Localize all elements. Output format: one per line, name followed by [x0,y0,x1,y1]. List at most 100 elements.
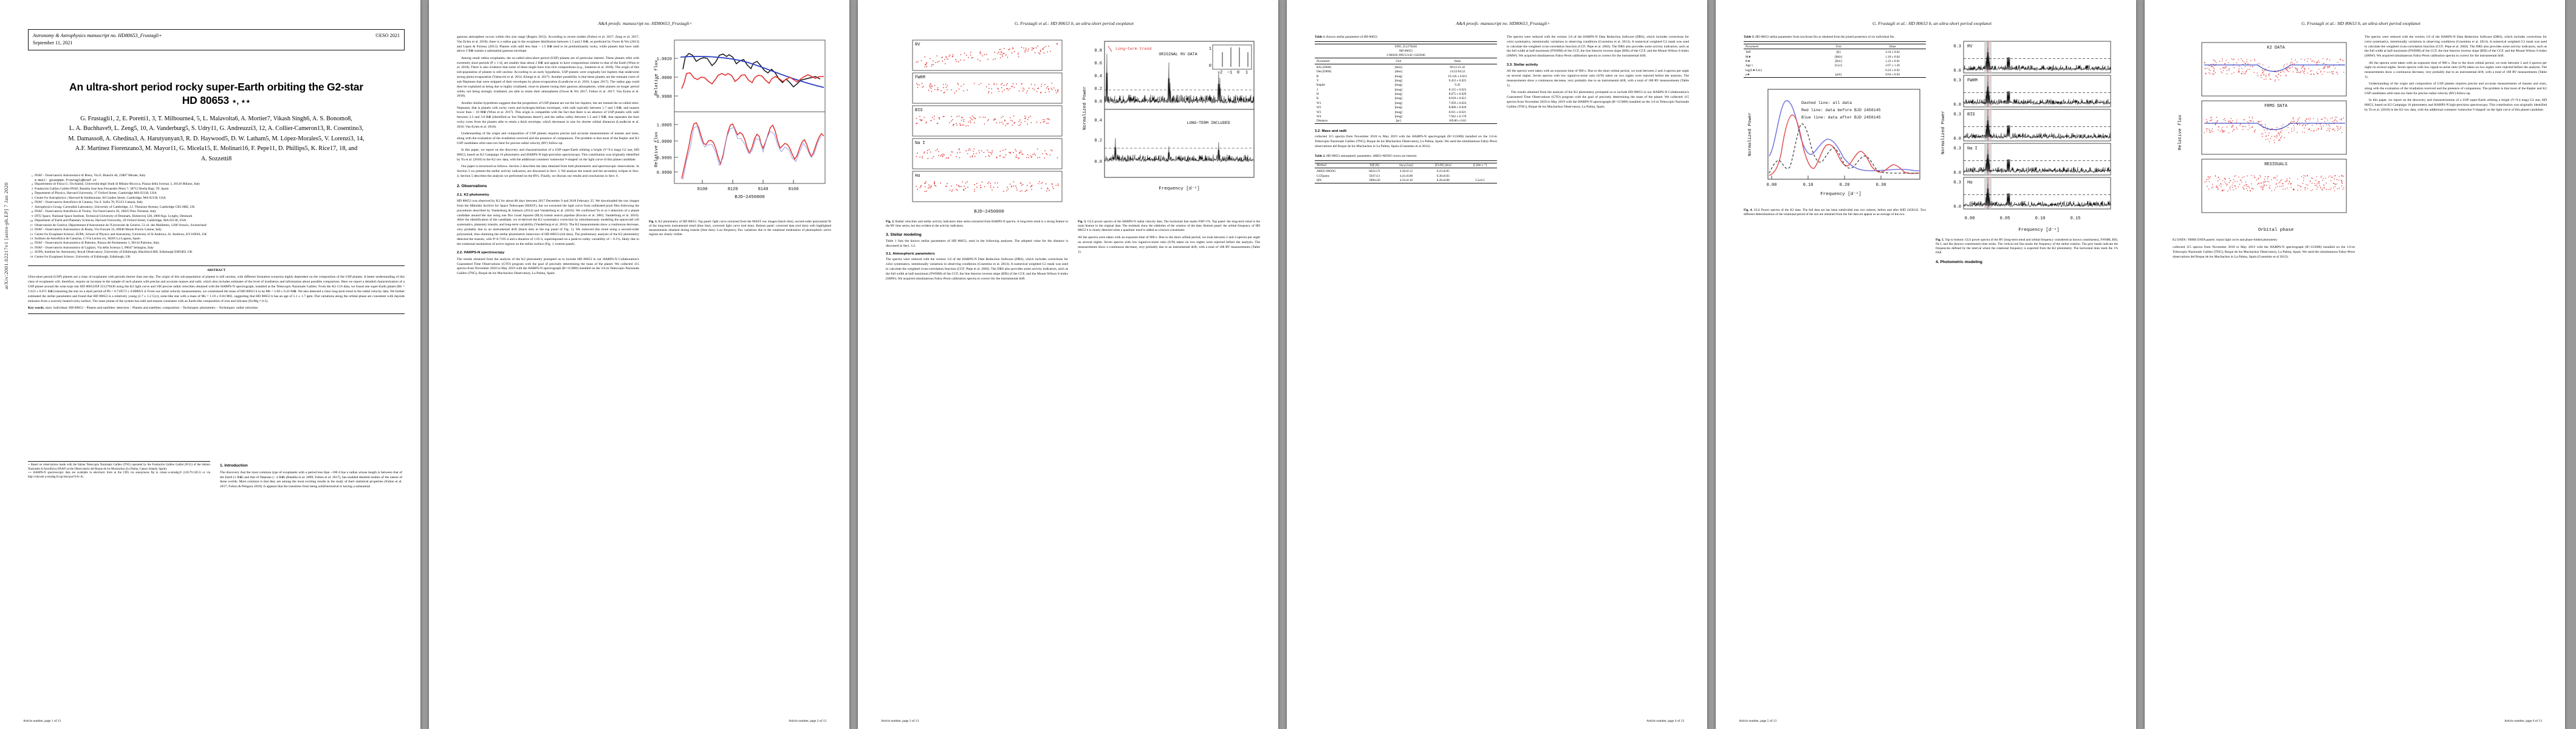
data-point [1002,157,1004,158]
pdf-page-6[interactable]: G. Frustagli et al.: HD 80653 b, an ultr… [2145,0,2565,729]
data-point [919,115,920,117]
data-point [960,60,961,61]
affiliation-text: INAF - Osservatorio Astrofisico di Catan… [35,200,143,205]
data-point [937,87,939,89]
data-point [2309,181,2311,182]
table-column-header: log g [cgs] [1399,163,1413,168]
data-point [942,84,944,85]
data-point [1012,83,1014,84]
data-point [2247,175,2248,177]
data-point [993,187,995,188]
table-rule [1315,41,1497,44]
data-point [2250,190,2251,192]
data-point [2310,70,2311,72]
data-point [2343,187,2345,188]
data-point [2262,189,2263,190]
data-point [2317,187,2318,188]
data-point [931,86,933,87]
table-identifier: 2-MASS J09212142+1422046 [1386,53,1425,58]
data-point [2222,130,2223,132]
data-point [2219,61,2220,62]
data-point [2266,180,2268,182]
data-point [1043,52,1045,54]
data-point [916,117,917,119]
data-point [2321,127,2322,128]
data-point [1022,87,1024,89]
data-point [2284,64,2285,66]
table-header-row: Method Teff [K] log g [cgs] [Fe/H] [dex] ξt … [1315,163,1497,168]
data-point [2222,67,2224,69]
data-point [936,89,938,91]
data-point [2275,130,2277,131]
page-number: Article number, page 2 of 13 [788,719,826,723]
pdf-page-3[interactable]: G. Frustagli et al.: HD 80653 b, an ultr… [858,0,1278,729]
data-point [944,63,946,64]
data-point [2260,123,2262,125]
affiliation-number: 17 [30,250,33,254]
data-point [2314,185,2316,186]
data-point [973,122,975,124]
data-point [970,149,971,151]
data-point [2329,60,2331,61]
data-point [1050,50,1051,52]
data-point [958,88,960,90]
data-point [2264,182,2266,183]
data-point [2291,58,2292,60]
data-point [2241,180,2242,181]
data-point [943,92,945,94]
affiliation-number: 15 [30,241,33,245]
figure-3-caption: Fig. 3. GLS power spectra of the HARPS-N… [1078,220,1260,233]
data-point [2269,73,2270,75]
data-point [1002,91,1003,92]
data-point [924,186,926,188]
pdf-page-4[interactable]: A&A proofs: manuscript no. HD80653_Frust… [1287,0,1707,729]
data-point [1035,47,1037,49]
table-cell: 1.22 ± 0.01 [1885,60,1900,64]
data-point [2306,184,2307,185]
data-point [2293,118,2294,120]
data-point [2306,118,2307,120]
data-point [2278,182,2280,183]
svg-text:Relative flux: Relative flux [654,60,659,95]
data-point [948,55,950,57]
data-point [2232,126,2233,128]
data-point [2275,75,2276,77]
data-point [931,91,933,92]
data-point [2301,66,2303,68]
data-point [2334,186,2336,187]
data-point [970,120,971,122]
data-point [997,182,998,183]
figure-4-svg: Dashed line: all data Red line: data bef… [1748,89,1920,197]
data-point [1002,55,1004,57]
data-point [2320,187,2321,188]
data-point [2264,185,2265,187]
data-point [920,119,922,121]
data-point [2323,63,2324,64]
data-point [2311,190,2312,191]
data-point [964,60,965,61]
data-point [2325,64,2327,65]
data-point [2295,122,2297,123]
data-point [2286,180,2287,182]
data-point [2219,131,2221,132]
data-point [2234,176,2235,177]
data-point [1023,88,1025,90]
data-point [2207,176,2209,177]
data-point [2206,118,2207,120]
data-point [2275,79,2276,81]
pdf-page-1[interactable]: arXiv:2001.02217v1 [astro-ph.EP] 7 Jan 2… [0,0,420,729]
data-point [2311,60,2312,62]
data-point [2320,188,2321,189]
data-point [2301,131,2303,133]
data-point [987,120,988,122]
data-point [957,84,959,85]
data-point [968,122,970,123]
data-point [997,87,999,89]
data-point [2287,127,2289,128]
data-point [1003,53,1005,54]
pdf-page-2[interactable]: A&A proofs: manuscript no. HD80653_Frust… [429,0,849,729]
data-point [2224,131,2225,132]
pdf-page-5[interactable]: G. Frustagli et al.: HD 80653 b, an ultr… [1716,0,2136,729]
data-point [2276,77,2278,78]
